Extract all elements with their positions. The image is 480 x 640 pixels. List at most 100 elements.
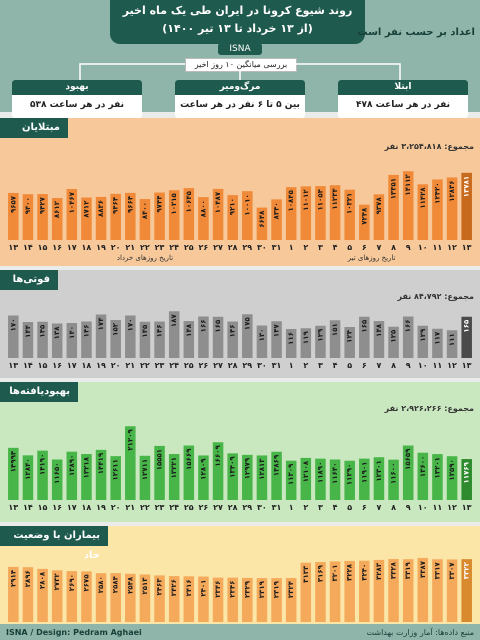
day-tick-label: ۱۹ [96,243,106,252]
day-tick-label: ۱ [289,503,294,512]
bar [388,559,399,622]
bar-value-label: ۱۲۳۰۱ [375,460,383,481]
bar-value-label: ۸۸۰۰ [199,200,207,217]
bar [95,196,107,240]
bar [51,198,63,240]
bar-value-label: ۱۳۸۹۰ [68,455,76,476]
bar-value-label: ۲۵۱۳ [141,577,149,595]
bar-value-label: ۱۰۰۱۰ [243,194,251,215]
bar [417,325,429,358]
day-tick-label: ۷ [376,361,381,370]
bar [285,187,297,240]
day-tick-label: ۶ [362,361,367,370]
bar-value-label: ۲۴۰۱ [199,580,207,597]
bar [8,315,19,358]
cases-total: مجموع: ۳،۲۵۴،۸۱۸ نفر [384,142,474,151]
bar [227,577,238,622]
bar [183,445,195,500]
bar-value-label: ۳۳۸۷ [419,560,427,578]
bar-value-label: ۲۵۸۰ [97,576,105,593]
day-tick-label: ۱۷ [67,503,77,512]
bar [271,199,282,240]
day-tick-label: ۲۷ [213,361,223,370]
bar-value-label: ۱۱۹۰۱ [360,462,368,483]
footer-credit: ISNA / Design: Pedram Aghaei [6,628,142,637]
bar [81,197,92,240]
bar-value-label: ۱۳۷۸۱ [463,176,471,197]
footer-source: منبع داده‌ها: آمار وزارت بهداشت [366,628,474,637]
bar-value-label: ۱۳۶۰۰ [419,456,427,477]
bar [300,457,312,500]
bar-value-label: ۱۳۰ [258,329,266,342]
bar [329,185,341,240]
day-tick-label: ۱۱ [433,503,443,512]
bar [198,576,209,622]
bar-value-label: ۱۰۴۸۷ [214,191,222,213]
bar-value-label: ۱۵۵۵۱ [156,449,164,470]
bar-value-label: ۸۴۰۰ [141,202,149,219]
bar-value-label: ۱۲۴۲۰ [433,182,441,203]
bar-value-label: ۲۵۴۸ [126,576,134,594]
day-tick-label: ۵ [347,361,352,370]
bar [461,459,472,500]
day-tick-label: ۳۰ [257,503,267,512]
day-tick-label: ۲۰ [111,503,121,512]
day-tick-label: ۲۴ [169,361,179,370]
day-tick-label: ۱۴ [23,503,33,512]
bar-value-label: ۱۴۷ [273,324,281,338]
bar [212,316,224,358]
day-tick-label: ۱۶ [52,361,62,370]
bar-value-label: ۳۳۲۲ [463,561,471,579]
bar [461,559,472,622]
bar [446,456,458,500]
bar-value-label: ۱۱۶۴۰ [331,463,339,484]
bar-value-label: ۱۱۷ [433,331,441,345]
day-tick-label: ۱۱ [433,361,443,370]
bar [66,571,78,622]
bar-value-label: ۱۲۶۱۱ [112,459,120,480]
bar-value-label: ۹۷۴۴ [156,195,164,213]
day-tick-label: ۲۴ [169,243,179,252]
bar [300,562,312,622]
bar [198,316,209,358]
day-tick-label: ۹ [406,361,411,370]
bar-value-label: ۳۱۳۳ [302,565,310,583]
bar [81,571,92,622]
bar-value-label: ۲۳۲۹ [243,580,251,598]
bar [402,316,414,358]
day-tick-label: ۱۵ [38,243,48,252]
bar [95,314,107,358]
bar-value-label: ۳۲۸۳ [375,562,383,580]
bar [285,578,297,622]
bar [242,454,253,500]
bar-value-label: ۲۶۷۵ [82,574,90,592]
bar-value-label: ۱۶۵ [463,319,471,333]
bar [183,576,195,622]
bar-value-label: ۱۵۱ [331,323,339,336]
deaths-total: مجموع: ۸۴،۷۹۲ نفر [397,292,474,301]
day-tick-label: ۱ [289,361,294,370]
bar-value-label: ۱۰۲۱۵ [170,192,178,214]
day-tick-label: ۲۱ [125,503,135,512]
day-tick-label: ۱۳ [8,243,18,252]
bar-value-label: ۱۱۳۰۹ [287,463,295,485]
bar-value-label: ۱۴۸ [375,323,383,337]
recovered-total: مجموع: ۲،۹۲۶،۲۶۶ نفر [384,404,474,413]
bar-value-label: ۱۲۹ [419,328,427,342]
bar [344,560,355,622]
bar-value-label: ۱۴۴۱۹ [97,452,105,474]
bar-value-label: ۱۲۸۴۰ [24,458,32,479]
bar [168,190,180,240]
bar-value-label: ۱۲۵ [390,329,398,343]
day-tick-label: ۲۰ [111,361,121,370]
bar [37,568,48,622]
bar-value-label: ۳۲۴۰ [360,564,368,581]
bar [256,207,268,240]
day-tick-label: ۷ [376,503,381,512]
bar [154,192,165,240]
day-tick-label: ۱۰ [418,243,428,252]
bar [388,174,399,240]
bar-value-label: ۱۵۶۵۹ [404,448,412,470]
bar-value-label: ۱۱۷۶۹ [463,461,471,483]
